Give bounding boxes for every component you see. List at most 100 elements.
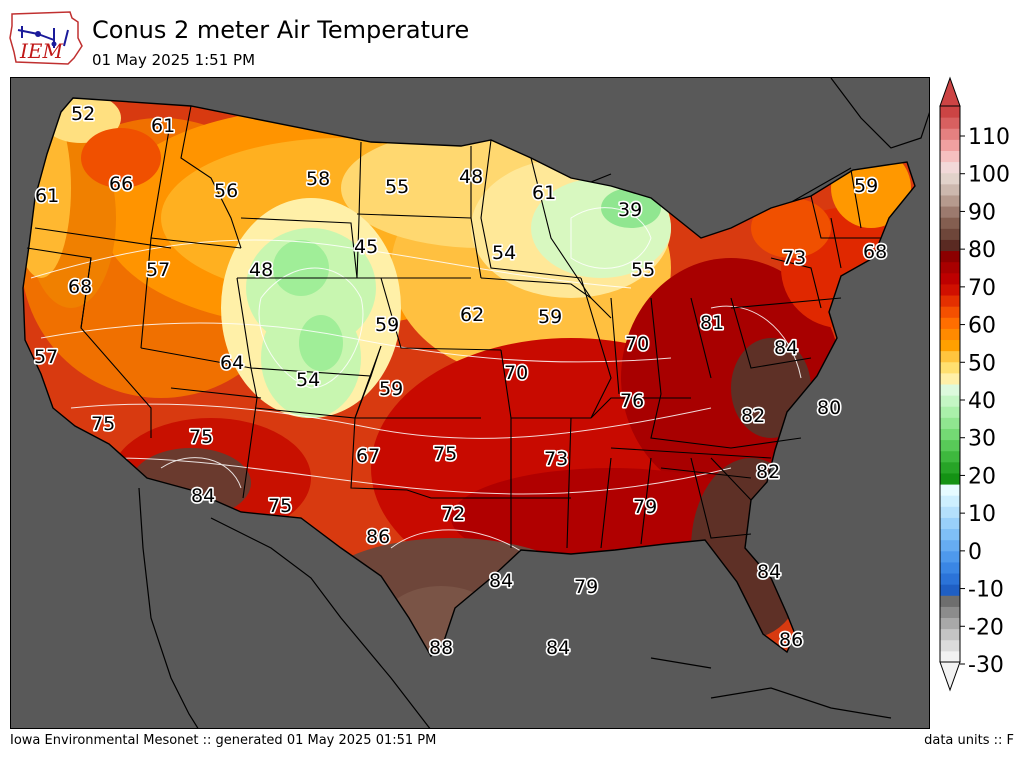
colorbar-tick-label: 0	[968, 540, 982, 565]
temp-label: 72	[441, 503, 465, 525]
colorbar-cell	[940, 472, 960, 485]
colorbar-tick-label: 60	[968, 314, 996, 339]
temp-label: 75	[189, 426, 213, 448]
temp-label: 48	[249, 259, 273, 281]
temp-label: 73	[544, 448, 568, 470]
temp-label: 84	[191, 485, 215, 507]
temp-label: 86	[779, 629, 803, 651]
colorbar-tick-label: 90	[968, 200, 996, 225]
colorbar-tick-label: 70	[968, 276, 996, 301]
temp-label: 75	[268, 495, 292, 517]
colorbar-top-arrow	[939, 76, 961, 107]
colorbar-cell	[940, 250, 960, 263]
temp-label: 86	[366, 526, 390, 548]
temp-label: 80	[817, 397, 841, 419]
temp-label: 84	[489, 570, 513, 592]
colorbar-cell	[940, 417, 960, 429]
colorbar-cell	[940, 206, 960, 218]
colorbar-cell	[940, 261, 960, 274]
colorbar-tick-label: 80	[968, 238, 996, 263]
temp-label: 62	[460, 304, 484, 326]
colorbar-cell	[940, 217, 960, 229]
colorbar-cell	[940, 506, 960, 518]
temp-label: 57	[146, 259, 170, 281]
temp-label: 82	[756, 461, 780, 483]
footer-credit: Iowa Environmental Mesonet :: generated …	[10, 733, 437, 748]
colorbar-cell	[940, 595, 960, 607]
colorbar-bottom-arrow	[939, 661, 961, 692]
temp-label: 58	[306, 168, 330, 190]
temperature-labels: 52 61 66 61 56 58 55 48 61 39 59 45 48 5…	[32, 101, 888, 660]
colorbar-cell	[940, 228, 960, 240]
temp-label: 59	[379, 378, 403, 400]
colorbar-tick-label: 30	[968, 427, 996, 452]
colorbar-cell	[940, 461, 960, 474]
temp-label: 79	[574, 576, 598, 598]
colorbar-cell	[940, 650, 960, 663]
temp-label: 48	[459, 166, 483, 188]
colorbar-cell	[940, 628, 960, 641]
colorbar-tick-label: 20	[968, 464, 996, 489]
colorbar-tick-label: 40	[968, 389, 996, 414]
colorbar-tick-label: 10	[968, 502, 996, 527]
temp-label: 61	[151, 115, 175, 137]
temp-label: 61	[35, 185, 59, 207]
colorbar-cell	[940, 573, 960, 585]
colorbar-cell	[940, 239, 960, 252]
temp-label: 59	[854, 175, 878, 197]
colorbar-cell	[940, 106, 960, 118]
colorbar-cell	[940, 484, 960, 496]
temp-label: 82	[741, 405, 765, 427]
colorbar-cell	[940, 283, 960, 296]
colorbar-cell	[940, 128, 960, 140]
temp-label: 66	[109, 173, 133, 195]
colorbar-cell	[940, 272, 960, 285]
colorbar-cell	[940, 639, 960, 652]
colorbar-cell	[940, 372, 960, 385]
colorbar-tick-label: -20	[968, 615, 1004, 640]
temp-label: 54	[296, 369, 320, 391]
temp-label: 75	[91, 413, 115, 435]
colorbar-cell	[940, 606, 960, 619]
temp-label: 68	[68, 276, 92, 298]
temp-label: 64	[220, 352, 244, 374]
colorbar-cell	[940, 550, 960, 563]
colorbar-cell	[940, 194, 960, 207]
colorbar-tick-label: -10	[968, 578, 1004, 603]
colorbar-cell	[940, 150, 960, 163]
temp-label: 67	[356, 445, 380, 467]
colorbar-cell	[940, 561, 960, 574]
temp-label: 54	[492, 242, 516, 264]
colorbar-cell	[940, 395, 960, 407]
temperature-map: 52 61 66 61 56 58 55 48 61 39 59 45 48 5…	[10, 77, 930, 729]
temp-label: 45	[354, 236, 378, 258]
colorbar-tick-label: 110	[968, 125, 1010, 150]
colorbar-cell	[940, 428, 960, 441]
colorbar-cell	[940, 350, 960, 363]
colorbar-cell	[940, 161, 960, 174]
temp-label: 84	[757, 561, 781, 583]
temp-label: 55	[385, 176, 409, 198]
colorbar-cell	[940, 339, 960, 352]
colorbar-cell	[940, 183, 960, 196]
colorbar-tick-label: -30	[968, 653, 1004, 678]
colorbar-cell	[940, 528, 960, 541]
temp-label: 59	[375, 314, 399, 336]
colorbar-cell	[940, 306, 960, 318]
footer-units: data units :: F	[924, 733, 1014, 748]
colorbar-tick-label: 100	[968, 163, 1010, 188]
temp-label: 39	[618, 199, 642, 221]
temp-label: 61	[532, 182, 556, 204]
colorbar-cell	[940, 617, 960, 630]
map-subtitle: 01 May 2025 1:51 PM	[92, 51, 256, 69]
colorbar-cell	[940, 172, 960, 185]
colorbar-cell	[940, 539, 960, 552]
temp-label: 75	[433, 443, 457, 465]
colorbar-cell	[940, 139, 960, 151]
temp-label: 73	[782, 247, 806, 269]
temp-label: 55	[631, 259, 655, 281]
colorbar-tick-label: 50	[968, 351, 996, 376]
colorbar-cell	[940, 406, 960, 418]
state-borders	[22, 97, 916, 658]
colorbar-cell	[940, 361, 960, 374]
